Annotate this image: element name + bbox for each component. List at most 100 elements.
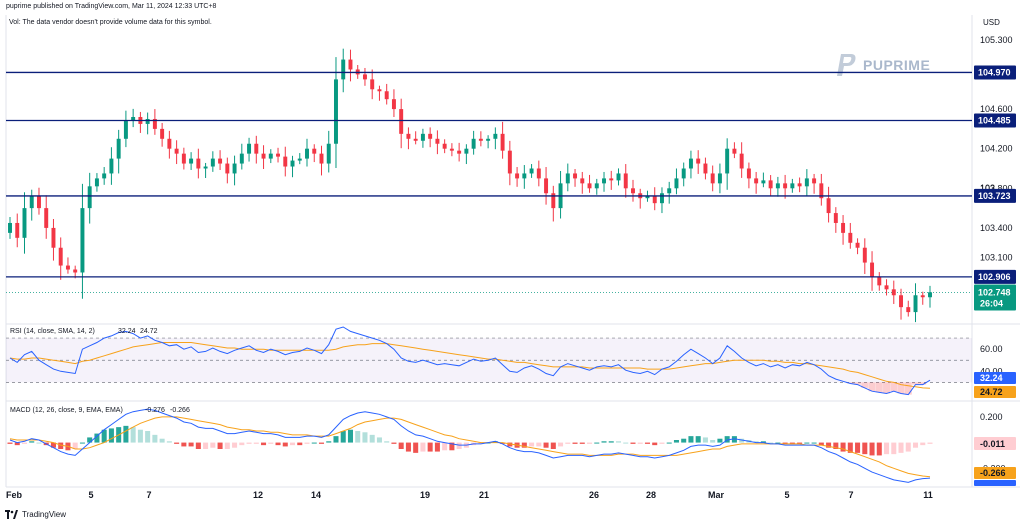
candle-body (312, 148, 317, 154)
currency-label[interactable]: USD (983, 18, 1000, 27)
macd-histogram-bar (782, 442, 788, 444)
macd-histogram-bar (442, 442, 448, 451)
candle-body (775, 183, 780, 189)
macd-histogram-bar (427, 442, 433, 452)
candle-body (160, 128, 165, 139)
macd-histogram-bar (159, 438, 165, 443)
candle-body (688, 158, 693, 169)
macd-histogram-bar (579, 442, 585, 444)
candle-body (362, 74, 367, 80)
candle-body (783, 183, 788, 189)
level-badge (974, 269, 1016, 284)
candle-body (167, 138, 172, 149)
time-tick-label: 28 (646, 490, 656, 500)
price-tick-label: 103.100 (980, 253, 1013, 263)
candle-body (544, 178, 549, 194)
macd-histogram-bar (826, 442, 832, 448)
candle-body (247, 143, 252, 154)
macd-histogram-bar (710, 440, 716, 443)
candle-body (109, 158, 114, 174)
macd-histogram-bar (492, 441, 498, 443)
candle-body (152, 118, 157, 129)
macd-signal-badge-label: -0.266 (980, 468, 1006, 478)
candle-body (645, 196, 650, 199)
candle-body (239, 153, 244, 164)
macd-histogram-bar (876, 442, 882, 456)
macd-histogram-bar (456, 442, 462, 449)
candle-body (203, 166, 208, 169)
macd-histogram-bar (391, 442, 397, 444)
candle-body (623, 173, 628, 189)
macd-histogram-bar (261, 442, 267, 446)
candle-body (232, 163, 237, 174)
rsi-tick-label: 40.00 (980, 366, 1003, 376)
macd-histogram-bar (145, 431, 151, 443)
candle-body (58, 247, 63, 266)
candle-body (790, 183, 795, 189)
candle-body (551, 193, 556, 209)
candle-body (435, 138, 440, 144)
macd-value-badge (974, 480, 1016, 486)
macd-histogram-bar (188, 442, 194, 447)
candle-body (891, 289, 896, 296)
macd-histogram-bar (253, 442, 259, 444)
price-tick-label: 103.800 (980, 183, 1013, 193)
macd-histogram-bar (137, 429, 143, 443)
macd-histogram-bar (58, 442, 64, 449)
candle-body (841, 222, 846, 233)
macd-histogram-bar (920, 442, 926, 446)
candle-body (848, 232, 853, 243)
candle-body (384, 91, 389, 100)
macd-histogram-bar (217, 442, 223, 449)
candle-body (261, 153, 266, 159)
level-badge-label: 104.485 (978, 115, 1011, 125)
macd-histogram-bar (630, 442, 636, 444)
macd-histogram-bar (203, 442, 209, 449)
candle-body (457, 150, 462, 154)
macd-histogram-bar (637, 442, 643, 444)
candle-body (754, 178, 759, 184)
candle-body (609, 178, 614, 181)
macd-hist-badge-label: -0.011 (980, 439, 1005, 449)
candle-body (22, 208, 27, 238)
macd-histogram-bar (94, 433, 100, 443)
candle-body (870, 262, 875, 278)
macd-histogram-bar (775, 442, 781, 444)
macd-histogram-bar (166, 441, 172, 443)
candle-body (319, 153, 324, 164)
macd-histogram-bar (369, 434, 375, 443)
candle-body (276, 153, 281, 157)
macd-histogram-bar (818, 442, 824, 446)
macd-histogram-bar (14, 442, 20, 446)
candle-body (326, 143, 331, 164)
candle-body (471, 138, 476, 149)
macd-histogram-bar (565, 442, 571, 444)
macd-histogram-bar (797, 442, 803, 444)
candle-body (710, 173, 715, 184)
macd-histogram-bar (29, 441, 35, 443)
candle-body (717, 173, 722, 184)
candle-body (196, 158, 201, 169)
candle-body (116, 138, 121, 159)
macd-histogram-bar (833, 442, 839, 449)
candle-body (297, 158, 302, 161)
candle-body (862, 247, 867, 263)
macd-title: MACD (12, 26, close, 9, EMA, EMA) (10, 407, 123, 414)
candle-body (218, 158, 223, 164)
candle-body (507, 150, 512, 174)
candle-body (493, 133, 498, 139)
candle-body (913, 295, 918, 313)
level-badge-label: 103.723 (978, 191, 1011, 201)
candle-body (428, 133, 433, 139)
candle-body (36, 196, 41, 209)
macd-histogram-bar (840, 442, 846, 452)
candle-body (370, 79, 375, 90)
candle-body (413, 138, 418, 141)
candle-body (174, 148, 179, 154)
macd-histogram-bar (587, 442, 593, 444)
rsi-sma-value-badge-label: 24.72 (980, 387, 1003, 397)
candle-body (464, 148, 469, 154)
macd-histogram-bar (601, 441, 607, 443)
tradingview-brand[interactable]: TradingView (22, 510, 67, 519)
